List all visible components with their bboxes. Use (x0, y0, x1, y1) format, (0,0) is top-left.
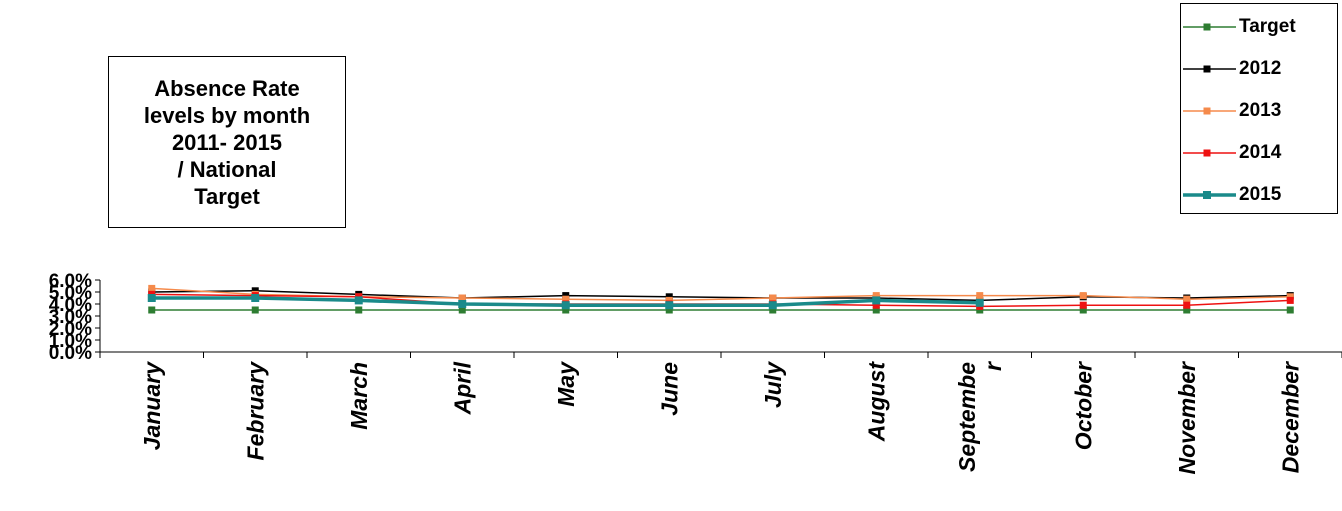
x-tick-label-line: April (449, 361, 475, 415)
x-tick-label-line: March (346, 362, 372, 430)
legend: Target 2012 2013 2014 2015 (1180, 3, 1338, 214)
legend-item-2012: 2012 (1181, 57, 1337, 81)
legend-swatch (1183, 149, 1236, 157)
data-point (458, 300, 467, 308)
legend-label: 2013 (1239, 100, 1282, 121)
x-tick-label: March (346, 362, 372, 430)
data-point (562, 306, 570, 314)
data-point (872, 301, 880, 309)
x-tick-label-line: r (980, 361, 1006, 371)
legend-item-2015: 2015 (1181, 183, 1337, 207)
y-tick-label: 2.0% (49, 319, 92, 340)
series-layer (147, 284, 1294, 314)
data-point (975, 298, 984, 307)
x-tick-label-line: January (139, 361, 165, 450)
y-tick-label: 6.0% (49, 271, 92, 292)
x-tick-label-line: July (760, 361, 786, 408)
data-point (976, 292, 984, 300)
data-point (872, 296, 881, 305)
series-line (151, 290, 1291, 302)
data-point (1079, 306, 1087, 314)
data-point (561, 301, 570, 310)
legend-item-2013: 2013 (1181, 99, 1337, 123)
x-tick-label-line: June (656, 362, 682, 416)
y-tick-label: 4.0% (49, 295, 92, 316)
data-point (355, 306, 363, 314)
x-tick-label: February (242, 361, 268, 461)
data-point (769, 294, 777, 302)
data-point (1079, 292, 1087, 300)
data-point (1183, 301, 1191, 309)
data-point (976, 306, 984, 314)
data-point (665, 306, 673, 314)
x-tick-label: April (449, 361, 475, 415)
legend-label: 2014 (1239, 142, 1282, 163)
x-tick-label: May (553, 361, 579, 407)
data-point (665, 293, 673, 301)
data-point (354, 296, 363, 305)
legend-item-2014: 2014 (1181, 141, 1337, 165)
data-point (251, 306, 259, 314)
data-point (872, 292, 880, 300)
data-point (1286, 293, 1294, 301)
x-tick-label-line: February (242, 361, 268, 461)
data-point (147, 294, 156, 302)
data-point (665, 296, 673, 304)
data-point (872, 306, 880, 314)
data-point (458, 294, 466, 302)
data-point (251, 287, 259, 295)
x-tick-label: June (656, 362, 682, 416)
x-tick-label: August (863, 361, 889, 443)
data-point (1286, 296, 1294, 304)
x-tick-label-line: November (1174, 361, 1200, 475)
chart-title-box: Absence Rate levels by month 2011- 2015 … (108, 56, 346, 228)
y-tick-label: 0.0% (49, 343, 92, 364)
x-tick-label-line: May (553, 361, 579, 407)
data-point (148, 284, 156, 292)
legend-swatch (1183, 191, 1236, 199)
series-2015 (147, 294, 984, 310)
data-point (562, 295, 570, 303)
x-tick-label: December (1277, 361, 1303, 473)
x-tick-label-line: Septembe (954, 362, 980, 472)
data-point (458, 306, 466, 314)
data-point (1079, 301, 1087, 309)
legend-label: 2012 (1239, 58, 1282, 79)
y-tick-label: 1.0% (49, 331, 92, 352)
legend-item-target: Target (1181, 15, 1337, 39)
data-point (1183, 306, 1191, 314)
data-point (148, 306, 156, 314)
x-tick-label: November (1174, 361, 1200, 475)
data-point (1286, 306, 1294, 314)
x-tick-label-line: August (863, 361, 889, 443)
x-tick-label: July (760, 361, 786, 408)
x-tick-labels: January February March April May June July Augu… (139, 361, 1304, 475)
x-tick-label: October (1070, 361, 1096, 450)
y-tick-labels: 0.0%1.0%2.0%3.0%4.0%5.0%6.0% (49, 271, 92, 364)
x-tick-label: January (139, 361, 165, 450)
legend-swatch (1183, 65, 1236, 73)
legend-label: Target (1239, 16, 1296, 37)
x-tick-label: Septembe r (954, 361, 1006, 472)
chart-title: Absence Rate levels by month 2011- 2015 … (143, 75, 311, 209)
data-point (562, 292, 570, 300)
data-point (251, 294, 260, 302)
legend-swatch (1183, 107, 1236, 115)
data-point (768, 301, 777, 310)
y-tick-label: 3.0% (49, 307, 92, 328)
axes (95, 279, 1342, 358)
data-point (1183, 295, 1191, 303)
legend-label: 2015 (1239, 184, 1282, 205)
legend-swatch (1183, 23, 1236, 31)
y-tick-label: 5.0% (49, 283, 92, 304)
data-point (769, 306, 777, 314)
x-tick-label-line: October (1070, 361, 1096, 450)
series-target (148, 306, 1294, 314)
data-point (665, 301, 674, 310)
x-tick-label-line: December (1277, 361, 1303, 473)
